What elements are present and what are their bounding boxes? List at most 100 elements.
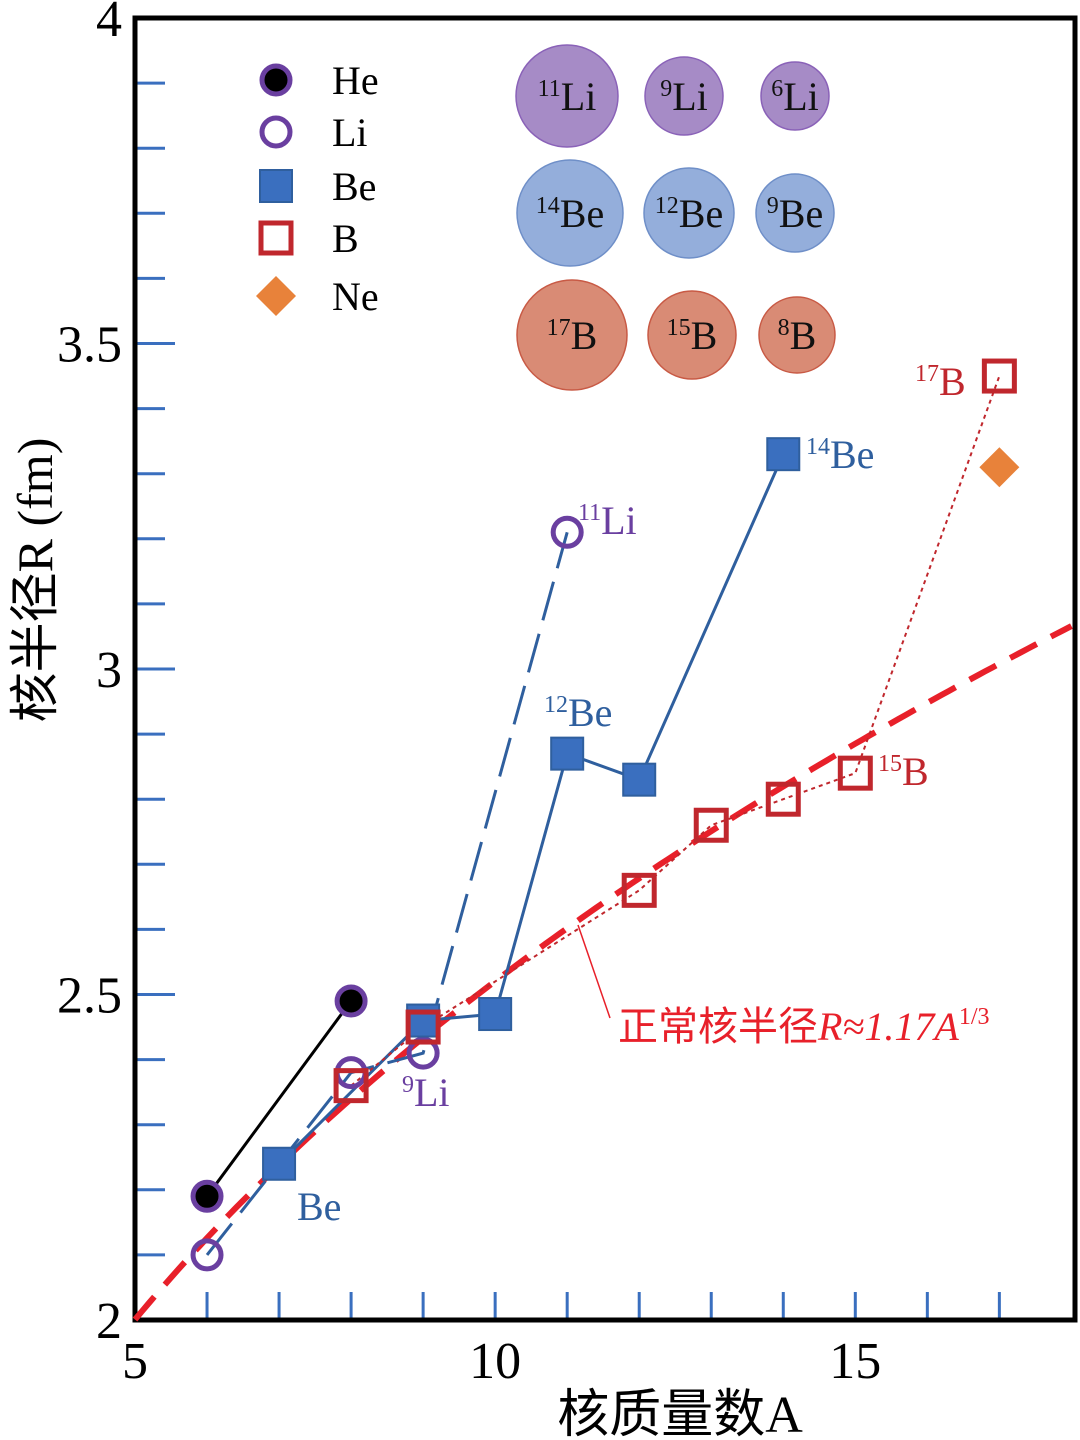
data-point-li [190,1238,224,1272]
mass-number: 17 [915,361,939,387]
nucleus-label: 8B [778,313,817,358]
element-symbol: Li [414,1070,450,1115]
x-tick-label: 15 [829,1333,881,1390]
mass-number: 11 [578,500,601,526]
data-point-b [837,755,873,791]
data-point-b [981,358,1017,394]
mass-number: 12 [544,692,568,718]
legend-label: Ne [332,274,379,319]
nucleus-bubble [644,56,724,136]
y-tick-label: 2 [96,1293,122,1350]
mass-number: 14 [536,193,560,219]
y-tick-label: 2.5 [57,968,122,1025]
x-tick-label: 5 [122,1333,148,1390]
series-line-li [205,531,569,1256]
nucleus-bubble [643,167,735,259]
legend: He Li Be B Ne [256,58,379,319]
mass-number: 12 [655,193,679,219]
data-point-b [765,781,801,817]
nucleus-label: 15B [667,313,718,358]
element-symbol: Be [679,191,723,236]
fit-curve-label: 正常核半径R≈1.17A1/3 [618,1004,990,1049]
data-point-b [693,807,729,843]
legend-marker-ne [256,276,296,316]
nucleus-label: 9Be [767,191,823,236]
point-annotation: 9Li [402,1070,450,1115]
element-symbol: B [902,749,929,794]
mass-number: 11 [538,76,561,102]
mass-number: 15 [878,751,902,777]
element-symbol: Be [830,432,874,477]
point-annotation: 12Be [544,690,612,735]
y-tick-label: 4 [96,0,122,48]
nucleus-bubble [760,61,830,131]
element-symbol: B [571,313,598,358]
nucleus-bubble [516,279,628,391]
data-point-li [550,515,584,549]
element-symbol: Be [560,191,604,236]
nucleus-label: 6Li [771,74,819,119]
y-tick-label: 3 [96,642,122,699]
mass-number: 9 [402,1072,414,1098]
mass-number: 6 [771,76,783,102]
data-point-be [766,437,801,472]
series-line-he [205,1000,353,1198]
legend-marker-be [259,169,293,203]
data-point-be [262,1146,297,1181]
legend-label: Li [332,110,368,155]
nucleus-bubble [755,173,835,253]
plot-frame [132,15,1078,1323]
element-symbol: Be [568,690,612,735]
data-point-be [478,997,513,1032]
mass-number: 9 [660,76,672,102]
legend-label: Be [332,164,376,209]
point-annotation: 14Be [806,432,874,477]
x-axis-label: 核质量数A [557,1387,803,1440]
element-symbol: B [939,359,966,404]
nucleus-label: 11Li [538,74,597,119]
element-symbol: Li [783,74,819,119]
nucleus-label: 9Li [660,74,708,119]
x-tick-label: 10 [469,1333,521,1390]
nucleus-label: 12Be [655,191,723,236]
data-point-ne [979,447,1020,488]
data-point-be [622,762,657,797]
data-point-b [333,1068,369,1104]
nucleus-label: 17B [547,313,598,358]
y-tick-label: 3.5 [57,317,122,374]
point-annotation: 17B [915,359,966,404]
nucleus-bubble [515,44,619,148]
nucleus-bubble [758,296,836,374]
y-axis-label: 核半径R (fm) [7,438,63,723]
mass-number: 9 [767,193,779,219]
fit-label-exponent: 1/3 [959,1004,990,1030]
element-symbol: B [790,313,817,358]
data-point-he [334,984,368,1018]
element-symbol: Li [601,498,637,543]
series-line-b [350,375,1001,1087]
mass-number: 15 [667,315,691,341]
element-symbol: B [691,313,718,358]
data-point-li [406,1036,440,1070]
nucleus-label: 14Be [536,191,604,236]
legend-label: B [332,216,359,261]
data-point-be [550,736,585,771]
legend-label: He [332,58,379,103]
element-symbol: Be [779,191,823,236]
fit-label-pointer [577,924,611,1019]
element-symbol: Li [672,74,708,119]
data-point-b [405,1009,441,1045]
point-annotation: Be [297,1184,341,1229]
data-point-he [190,1179,224,1213]
data-point-b [621,872,657,908]
mass-number: 8 [778,315,790,341]
data-point-be [406,1003,441,1038]
nucleus-bubble [647,290,737,380]
legend-marker-li [259,115,293,149]
fit-label-text: 正常核半径 [618,1004,818,1049]
fit-label-formula: R≈1.17A [817,1004,959,1049]
element-symbol: Li [561,74,597,119]
fit-curve-line [132,623,1073,1322]
